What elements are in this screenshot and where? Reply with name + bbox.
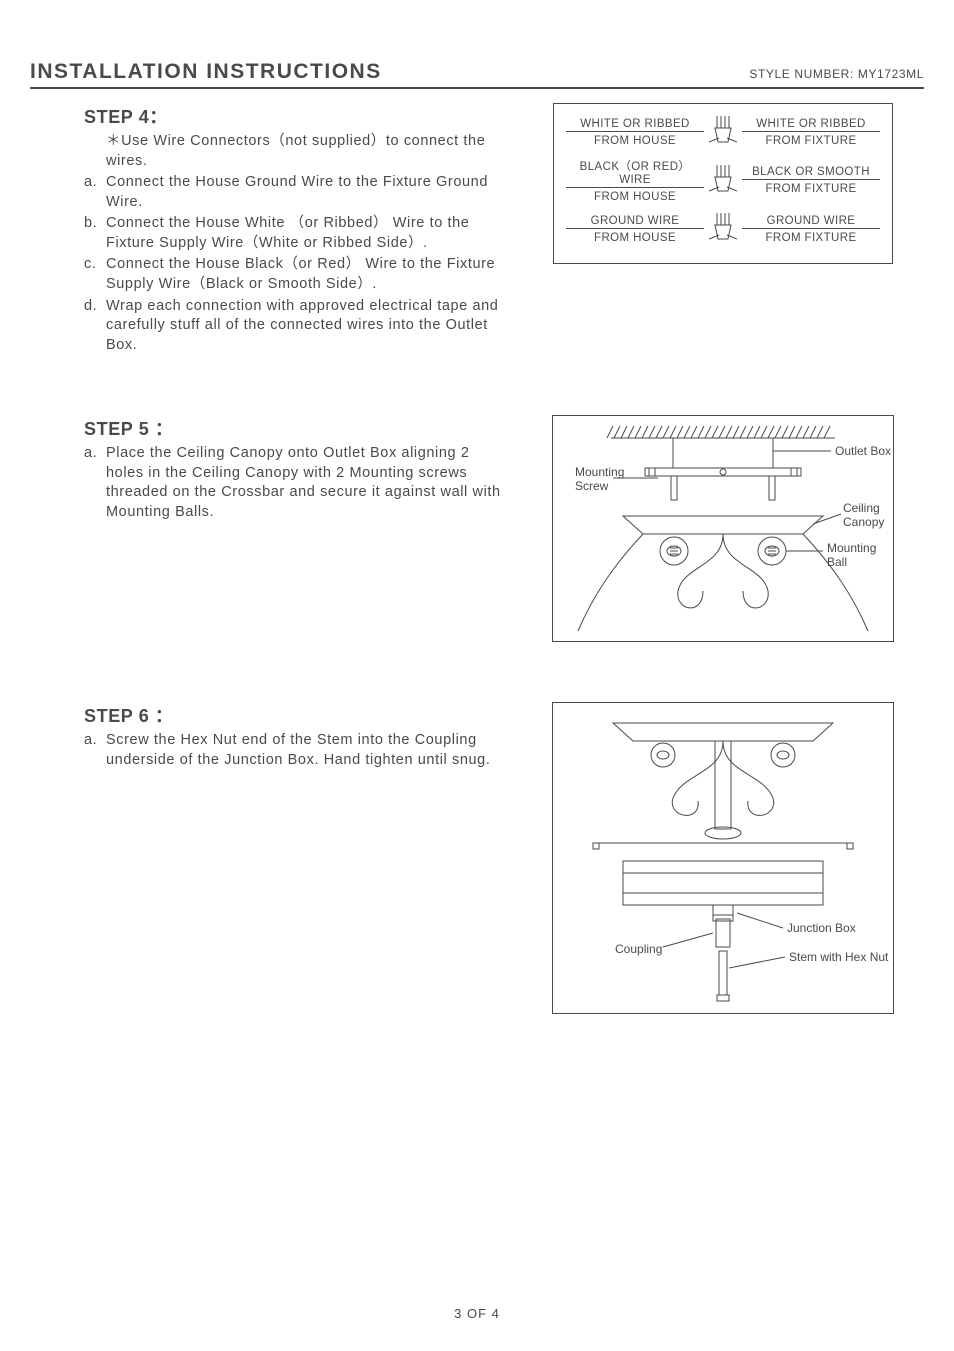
wire-row: GROUND WIRE FROM HOUSE GROUND WIRE FROM … [562, 211, 884, 247]
wire-sub: FROM FIXTURE [738, 135, 884, 147]
step6-text: STEP 6 ： a.Screw the Hex Nut end of the … [30, 702, 508, 770]
wire-connector-icon [708, 114, 738, 150]
svg-text:Mounting: Mounting [575, 465, 624, 479]
list-marker: b. [84, 214, 106, 234]
wire-label: GROUND WIRE [566, 215, 704, 229]
step5-list: a.Place the Ceiling Canopy onto Outlet B… [84, 444, 508, 522]
list-text: Connect the House Ground Wire to the Fix… [106, 174, 488, 210]
wire-label: GROUND WIRE [742, 215, 880, 229]
wire-diagram: WHITE OR RIBBED FROM HOUSE WHITE OR RIBB… [553, 103, 893, 264]
wire-left: BLACK（OR RED）WIRE FROM HOUSE [562, 158, 708, 203]
svg-text:Stem with Hex Nut: Stem with Hex Nut [789, 950, 889, 964]
wire-row: WHITE OR RIBBED FROM HOUSE WHITE OR RIBB… [562, 114, 884, 150]
svg-text:Outlet Box: Outlet Box [835, 444, 891, 458]
style-number: STYLE NUMBER: MY1723ML [749, 67, 924, 81]
wire-label: WHITE OR RIBBED [742, 118, 880, 132]
step6-block: STEP 6 ： a.Screw the Hex Nut end of the … [30, 702, 924, 1014]
step4-block: STEP 4： ＊Use Wire Connectors（not supplie… [30, 103, 924, 355]
step6-list: a.Screw the Hex Nut end of the Stem into… [84, 731, 508, 770]
list-text: Wrap each connection with approved elect… [106, 298, 498, 353]
list-marker: a. [84, 444, 106, 464]
wire-sub: FROM FIXTURE [738, 232, 884, 244]
svg-text:Canopy: Canopy [843, 515, 884, 529]
list-text: Connect the House White （or Ribbed） Wire… [106, 215, 469, 251]
list-text: Place the Ceiling Canopy onto Outlet Box… [106, 445, 501, 520]
wire-sub: FROM HOUSE [562, 191, 708, 203]
step5-title: STEP 5 ： [84, 415, 508, 441]
list-item: a.Connect the House Ground Wire to the F… [84, 173, 508, 212]
wire-right: GROUND WIRE FROM FIXTURE [738, 215, 884, 244]
wire-row: BLACK（OR RED）WIRE FROM HOUSE BLACK OR SM… [562, 158, 884, 203]
page-number: 3 OF 4 [0, 1306, 954, 1321]
list-marker: d. [84, 297, 106, 317]
list-marker: a. [84, 731, 106, 751]
wire-connector-icon [708, 211, 738, 247]
list-item: a.Place the Ceiling Canopy onto Outlet B… [84, 444, 508, 522]
step4-title: STEP 4： [84, 103, 508, 129]
step6-diagram-col: Junction Box Coupling Stem with Hex Nut [522, 702, 924, 1014]
step4-note: ＊Use Wire Connectors（not supplied）to con… [106, 132, 508, 171]
list-text: Screw the Hex Nut end of the Stem into t… [106, 732, 490, 768]
wire-label: BLACK OR SMOOTH [742, 166, 880, 180]
wire-label: WHITE OR RIBBED [566, 118, 704, 132]
stem-diagram: Junction Box Coupling Stem with Hex Nut [552, 702, 894, 1014]
wire-sub: FROM HOUSE [562, 232, 708, 244]
list-item: d.Wrap each connection with approved ele… [84, 297, 508, 356]
svg-text:Junction Box: Junction Box [787, 921, 856, 935]
list-item: a.Screw the Hex Nut end of the Stem into… [84, 731, 508, 770]
list-item: b.Connect the House White （or Ribbed） Wi… [84, 214, 508, 253]
wire-left: WHITE OR RIBBED FROM HOUSE [562, 118, 708, 147]
svg-text:Ceiling: Ceiling [843, 501, 880, 515]
style-prefix: STYLE NUMBER: [749, 67, 854, 81]
svg-text:Coupling: Coupling [615, 942, 662, 956]
svg-text:Mounting: Mounting [827, 541, 876, 555]
header-row: INSTALLATION INSTRUCTIONS STYLE NUMBER: … [30, 60, 924, 89]
wire-sub: FROM HOUSE [562, 135, 708, 147]
wire-left: GROUND WIRE FROM HOUSE [562, 215, 708, 244]
step6-title: STEP 6 ： [84, 702, 508, 728]
page-title: INSTALLATION INSTRUCTIONS [30, 60, 382, 84]
wire-right: WHITE OR RIBBED FROM FIXTURE [738, 118, 884, 147]
wire-label: BLACK（OR RED）WIRE [566, 158, 704, 188]
style-number-value: MY1723ML [858, 67, 924, 81]
step5-block: STEP 5 ： a.Place the Ceiling Canopy onto… [30, 415, 924, 642]
list-marker: c. [84, 255, 106, 275]
svg-text:Screw: Screw [575, 479, 609, 493]
list-marker: a. [84, 173, 106, 193]
step4-text: STEP 4： ＊Use Wire Connectors（not supplie… [30, 103, 508, 355]
list-item: c.Connect the House Black（or Red） Wire t… [84, 255, 508, 294]
step5-diagram-col: Outlet Box Mounting Screw Ceiling Canopy… [522, 415, 924, 642]
wire-sub: FROM FIXTURE [738, 183, 884, 195]
wire-connector-icon [708, 163, 738, 199]
step4-list: a.Connect the House Ground Wire to the F… [84, 173, 508, 355]
wire-right: BLACK OR SMOOTH FROM FIXTURE [738, 166, 884, 195]
step5-text: STEP 5 ： a.Place the Ceiling Canopy onto… [30, 415, 508, 522]
svg-text:Ball: Ball [827, 555, 847, 569]
list-text: Connect the House Black（or Red） Wire to … [106, 256, 495, 292]
step4-diagram-col: WHITE OR RIBBED FROM HOUSE WHITE OR RIBB… [522, 103, 924, 264]
canopy-diagram: Outlet Box Mounting Screw Ceiling Canopy… [552, 415, 894, 642]
